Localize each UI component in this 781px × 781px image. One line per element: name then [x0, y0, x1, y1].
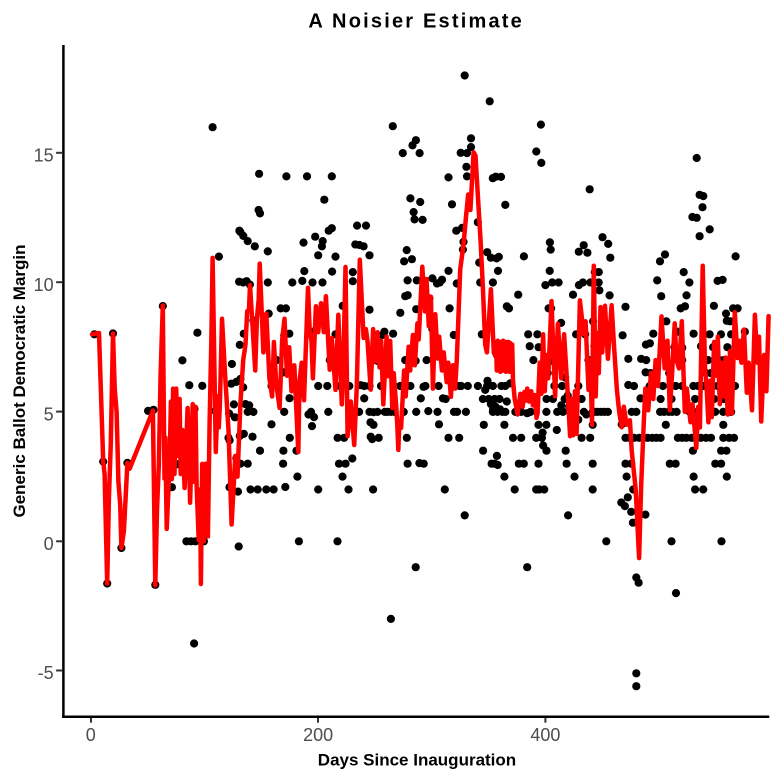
- svg-text:5: 5: [44, 404, 54, 424]
- svg-text:Days Since Inauguration: Days Since Inauguration: [318, 750, 516, 769]
- svg-text:400: 400: [530, 725, 560, 745]
- svg-text:-5: -5: [38, 663, 54, 683]
- svg-text:0: 0: [86, 725, 96, 745]
- svg-text:0: 0: [44, 534, 54, 554]
- svg-text:A Noisier Estimate: A Noisier Estimate: [308, 11, 524, 33]
- svg-text:15: 15: [34, 146, 54, 166]
- svg-text:Generic Ballot Democratic Marg: Generic Ballot Democratic Margin: [10, 244, 29, 517]
- svg-text:10: 10: [34, 275, 54, 295]
- svg-text:200: 200: [303, 725, 333, 745]
